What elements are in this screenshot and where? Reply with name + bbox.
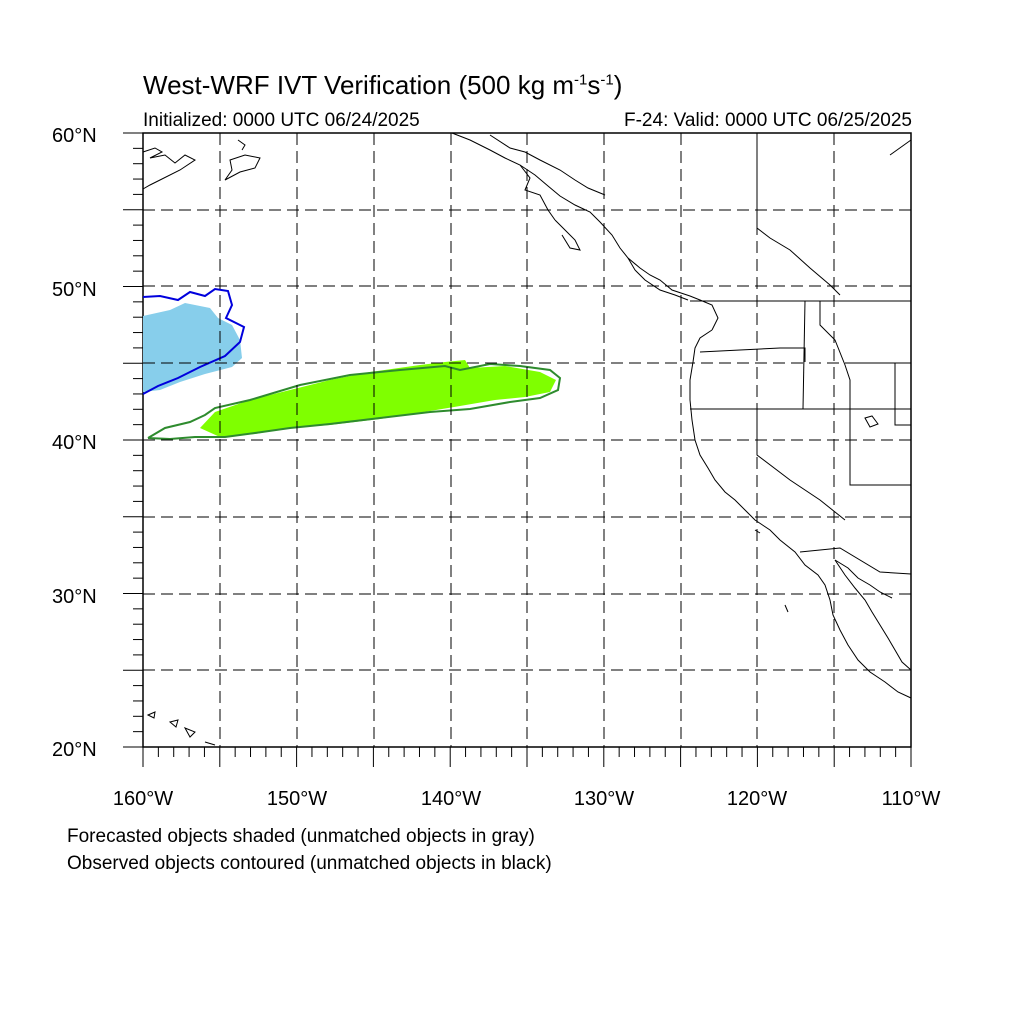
lon-labels: 160°W 150°W 140°W 130°W 120°W 110°W [113, 788, 941, 810]
forecast-object-blue [143, 303, 242, 392]
initialized-time: Initialized: 0000 UTC 06/24/2025 [143, 110, 420, 131]
lon-label-110w: 110°W [882, 788, 941, 810]
lat-label-30: 30°N [52, 586, 97, 608]
axis-ticks [123, 132, 912, 767]
grid-lines [143, 133, 911, 747]
forecast-object-green [200, 360, 556, 437]
observed-contour-green [147, 362, 562, 441]
forecast-note: Forecasted objects shaded (unmatched obj… [67, 826, 535, 847]
lat-labels: 20°N 30°N 40°N 50°N 60°N [52, 125, 97, 761]
lat-label-20: 20°N [52, 739, 97, 761]
valid-time: F-24: Valid: 0000 UTC 06/25/2025 [624, 110, 912, 131]
lon-label-160w: 160°W [113, 788, 173, 810]
lat-label-50: 50°N [52, 279, 97, 301]
lon-label-120w: 120°W [727, 788, 787, 810]
chart-title: West-WRF IVT Verification (500 kg m-1s-1… [143, 70, 623, 100]
lon-label-130w: 130°W [574, 788, 634, 810]
lat-label-40: 40°N [52, 432, 97, 454]
lon-label-150w: 150°W [267, 788, 327, 810]
lon-label-140w: 140°W [421, 788, 481, 810]
observed-contour-blue [142, 287, 246, 395]
observed-note: Observed objects contoured (unmatched ob… [67, 853, 552, 874]
lat-label-60: 60°N [52, 125, 97, 147]
